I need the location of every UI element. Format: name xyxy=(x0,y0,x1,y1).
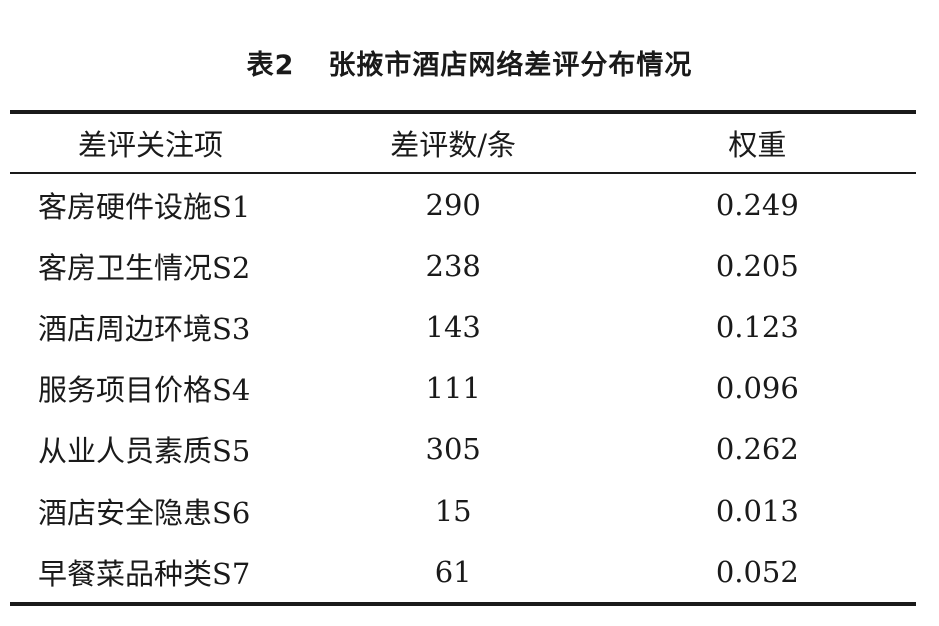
cell-item: 酒店安全隐患S6 xyxy=(38,495,251,530)
cell-weight: 0.262 xyxy=(715,432,799,467)
header-row: 差评关注项 差评数/条 权重 xyxy=(10,112,916,173)
table-title: 张掖市酒店网络差评分布情况 xyxy=(328,50,693,81)
table-number: 表2 xyxy=(246,50,295,81)
cell-count: 143 xyxy=(425,309,481,344)
table-row: 酒店安全隐患S6 15 0.013 xyxy=(10,480,916,541)
cell-item: 从业人员素质S5 xyxy=(38,434,251,469)
table-row: 服务项目价格S4 111 0.096 xyxy=(10,358,916,419)
table-row: 客房硬件设施S1 290 0.249 xyxy=(10,173,916,235)
cell-count: 238 xyxy=(425,248,481,283)
table-caption: 表2 张掖市酒店网络差评分布情况 xyxy=(0,40,939,92)
table-row: 酒店周边环境S3 143 0.123 xyxy=(10,296,916,357)
cell-count: 15 xyxy=(434,493,472,528)
cell-weight: 0.123 xyxy=(715,309,799,344)
cell-count: 111 xyxy=(425,371,481,406)
cell-item: 早餐菜品种类S7 xyxy=(38,556,251,591)
header-count: 差评数/条 xyxy=(390,128,517,162)
table-row: 从业人员素质S5 305 0.262 xyxy=(10,419,916,480)
cell-count: 305 xyxy=(425,432,481,467)
cell-item: 酒店周边环境S3 xyxy=(38,311,251,346)
table-row: 早餐菜品种类S7 61 0.052 xyxy=(10,541,916,605)
review-table: 差评关注项 差评数/条 权重 客房硬件设施S1 290 0.249 客房卫生情况… xyxy=(10,110,916,606)
cell-count: 61 xyxy=(434,554,472,589)
table-row: 客房卫生情况S2 238 0.205 xyxy=(10,235,916,296)
cell-weight: 0.013 xyxy=(715,493,799,528)
cell-weight: 0.096 xyxy=(715,371,799,406)
cell-item: 客房卫生情况S2 xyxy=(38,250,251,285)
cell-item: 客房硬件设施S1 xyxy=(38,189,251,224)
cell-weight: 0.205 xyxy=(715,248,799,283)
header-item: 差评关注项 xyxy=(78,128,224,162)
cell-weight: 0.052 xyxy=(715,554,799,589)
cell-count: 290 xyxy=(425,187,481,222)
cell-item: 服务项目价格S4 xyxy=(38,373,251,408)
cell-weight: 0.249 xyxy=(715,187,799,222)
header-weight: 权重 xyxy=(728,128,787,162)
